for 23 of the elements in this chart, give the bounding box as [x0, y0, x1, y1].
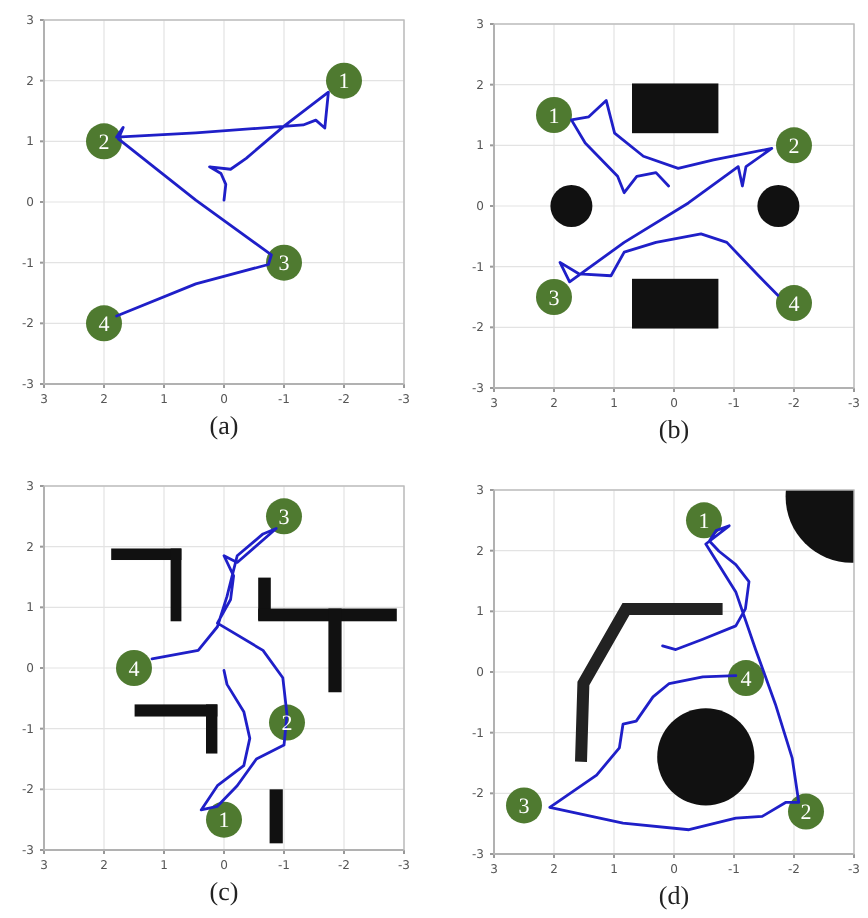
x-axis-title: (a): [209, 410, 239, 440]
annotation: 3: [548, 286, 561, 311]
annotation: 4: [788, 292, 801, 317]
annotation: 3: [278, 252, 291, 277]
annotation: 4: [128, 657, 141, 682]
annotation: 4: [740, 667, 753, 692]
annotation: 2: [98, 131, 110, 156]
annotation: 3: [278, 506, 291, 531]
x-axis-title: (c): [209, 876, 239, 906]
annotation: 3: [518, 795, 531, 820]
x-axis-title: (d): [658, 880, 690, 910]
point: [536, 97, 572, 133]
annotation: 2: [788, 135, 800, 160]
annotation: 1: [338, 70, 350, 95]
annotation: 2: [800, 801, 812, 826]
annotation: 4: [98, 313, 111, 338]
x-axis-title: (b): [658, 414, 690, 444]
annotation: 1: [218, 809, 230, 834]
point: [686, 502, 722, 539]
annotation: 1: [698, 510, 710, 535]
point: [206, 801, 242, 838]
annotation: 1: [548, 104, 560, 129]
point: [326, 62, 362, 99]
